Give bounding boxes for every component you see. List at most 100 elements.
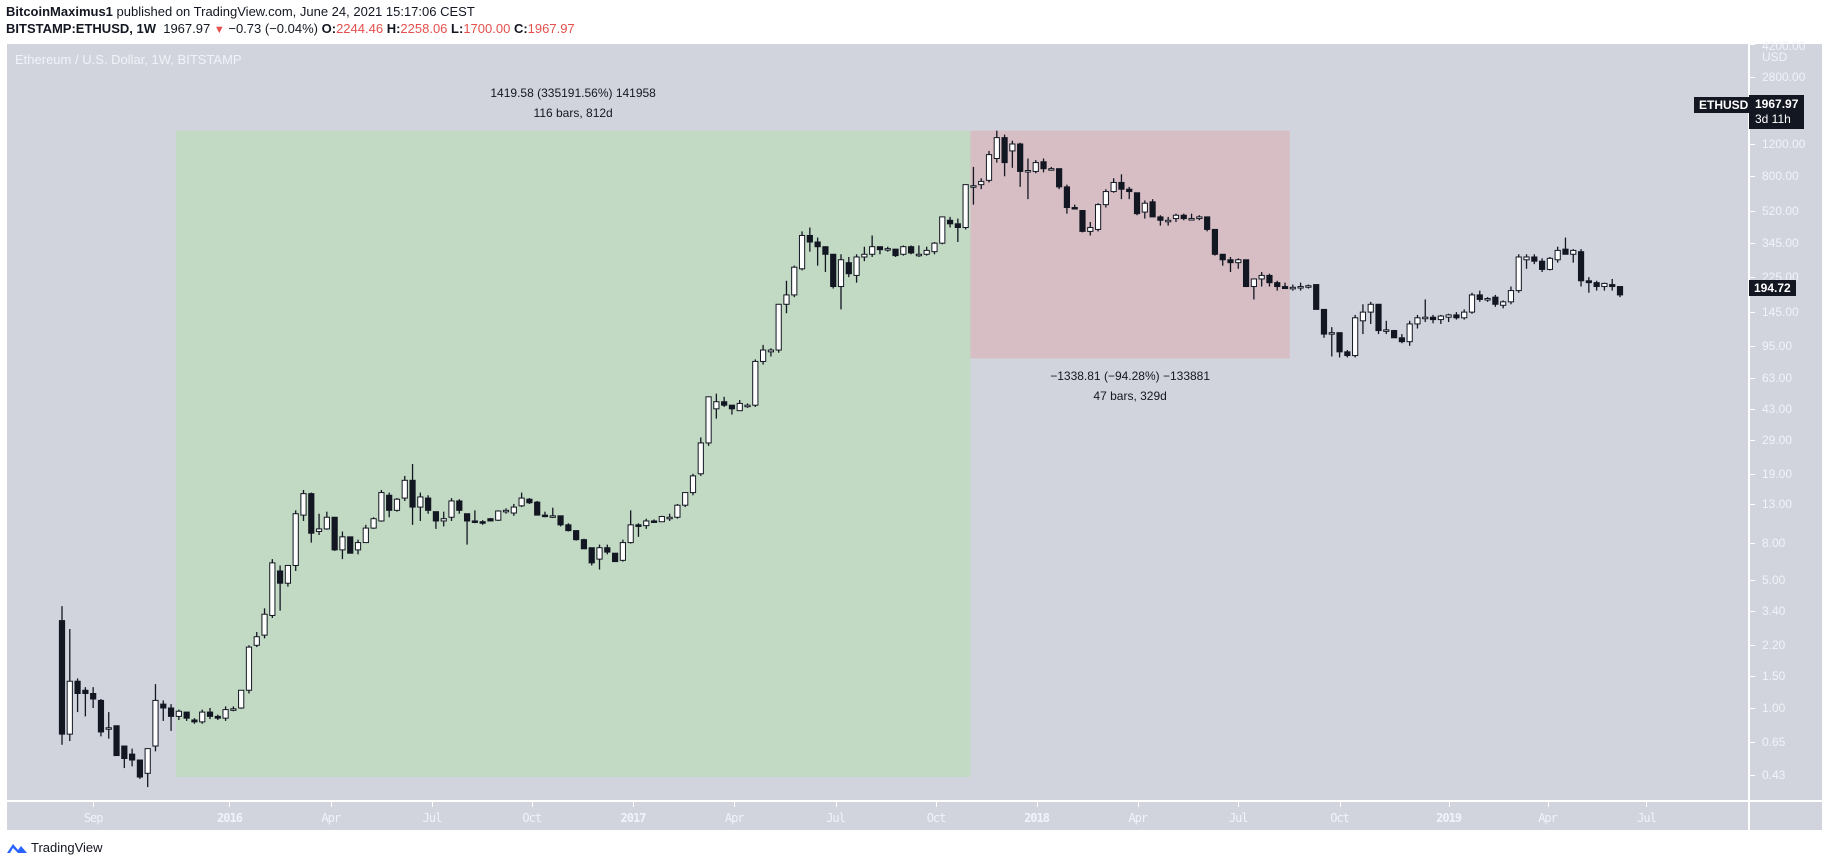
candle-body-down — [1040, 161, 1047, 170]
candle-body-up — [1094, 204, 1102, 230]
candle-body-down — [1157, 216, 1164, 221]
high-label: H: — [386, 21, 401, 36]
candle-body-up — [783, 294, 790, 305]
candle-body-up — [1461, 311, 1468, 319]
candle-body-up — [1250, 278, 1257, 288]
candle-body-down — [1281, 286, 1289, 290]
candle-body-down — [58, 620, 66, 735]
time-tick-label: Apr — [1128, 811, 1148, 825]
candle-body-up — [643, 520, 650, 527]
candle-body-up — [230, 708, 237, 711]
candle-body-up — [370, 518, 377, 529]
last-price-badge: 1967.97 3d 11h — [1749, 94, 1805, 129]
candle-body-down — [386, 494, 393, 511]
candle-body-down — [557, 515, 564, 526]
price-axis[interactable]: 4200.00 2800.00 1200.00 800.00 520.00 345.00 2… — [1749, 39, 1822, 800]
time-tick-label: 2018 — [1024, 811, 1050, 825]
candle-body-up — [985, 154, 993, 181]
candle-body-down — [74, 680, 81, 694]
candle-body-up — [222, 709, 229, 719]
candle-body-up — [1570, 249, 1577, 255]
candle-body-up — [915, 253, 922, 257]
candle-body-down — [456, 500, 463, 511]
candle-body-down — [806, 234, 813, 243]
candle-body-down — [308, 493, 315, 534]
published-text: published on TradingView.com, June 24, 2… — [116, 4, 475, 19]
candle-body-up — [378, 492, 385, 522]
candle-body-up — [502, 509, 510, 513]
up-range-change: 1419.58 (335191.56%) 141958 — [490, 85, 656, 100]
candle-body-up — [1554, 249, 1561, 261]
price-tick-label: 345.00 — [1762, 236, 1799, 251]
price-tick-label: 1.50 — [1762, 668, 1786, 683]
candle-body-down — [1071, 207, 1078, 210]
chart-pane[interactable]: Ethereum / U.S. Dollar, 1W, BITSTAMP 141… — [7, 44, 1748, 800]
candle-body-up — [1515, 256, 1522, 292]
candle-body-down — [721, 401, 728, 406]
candle-body-up — [1305, 285, 1312, 288]
time-tick-mark — [531, 802, 533, 807]
price-tick-label: 19.00 — [1762, 466, 1793, 481]
candle-body-up — [549, 515, 556, 518]
candle-body-up — [362, 527, 369, 544]
time-tick-label: Apr — [321, 811, 341, 825]
close-value: 1967.97 — [527, 21, 575, 36]
price-tick-label: 63.00 — [1762, 371, 1793, 386]
candle-body-up — [791, 266, 798, 296]
time-tick-mark — [432, 802, 434, 807]
candle-body-down — [129, 753, 136, 761]
candle-body-down — [611, 552, 619, 563]
candle-body-down — [892, 248, 899, 257]
price-tick-label: 8.00 — [1762, 535, 1786, 550]
candle-body-down — [1001, 137, 1008, 164]
candle-body-up — [105, 727, 112, 730]
candle-body-down — [1211, 228, 1219, 255]
time-tick-mark — [734, 802, 736, 807]
time-tick-mark — [330, 802, 332, 807]
candle-body-down — [432, 511, 440, 522]
author-name[interactable]: BitcoinMaximus1 — [6, 4, 113, 19]
price-tick-label: 0.43 — [1762, 768, 1786, 783]
candle-body-down — [876, 246, 884, 251]
symbol-interval: BITSTAMP:ETHUSD, 1W — [6, 21, 156, 36]
candle-body-up — [853, 256, 860, 276]
price-tick-label: 5.00 — [1762, 572, 1786, 587]
price-tick-mark — [1750, 76, 1755, 78]
candle-body-down — [82, 689, 89, 694]
candle-body-down — [1476, 294, 1483, 300]
candle-body-down — [650, 520, 658, 523]
time-tick-label: Jul — [1637, 811, 1657, 825]
candle-body-up — [884, 248, 891, 251]
candle-body-up — [152, 699, 159, 747]
candle-body-down — [487, 518, 494, 522]
candle-body-up — [798, 234, 806, 270]
price-tick-label: 4200.00 — [1762, 39, 1806, 53]
candle-body-up — [713, 401, 720, 410]
price-axis-unit: USD — [1762, 50, 1788, 64]
candle-body-up — [705, 396, 712, 444]
chart-title: Ethereum / U.S. Dollar, 1W, BITSTAMP — [15, 52, 242, 67]
candle-body-down — [845, 262, 852, 275]
time-tick-label: 2019 — [1436, 811, 1462, 825]
candle-body-up — [1546, 257, 1553, 270]
price-tick-mark — [1750, 345, 1755, 347]
down-range-measure: −1338.81 (−94.28%) −133881 47 bars, 329d — [1050, 366, 1210, 406]
triangle-down-icon: ▼ — [213, 24, 225, 36]
time-axis[interactable]: Sep 2016 Apr Jul Oct 2017 Apr Jul Oct 2018 Apr Jul O… — [7, 801, 1748, 830]
candle-body-up — [1024, 170, 1032, 173]
price-tick-label: 43.00 — [1762, 401, 1793, 416]
candle-body-up — [199, 711, 206, 723]
price-tick-label: 13.00 — [1762, 496, 1793, 511]
candle-body-down — [565, 524, 572, 532]
price-tick-mark — [1750, 675, 1755, 677]
candle-body-down — [1375, 303, 1382, 332]
candle-body-up — [393, 498, 401, 511]
price-tick-mark — [1750, 742, 1755, 744]
price-tick-mark — [1750, 44, 1755, 46]
last-price: 1967.97 — [163, 21, 211, 36]
tradingview-footer[interactable]: TradingView — [6, 840, 103, 855]
candle-body-up — [1289, 286, 1296, 290]
candle-body-up — [66, 680, 73, 735]
candle-body-up — [269, 562, 276, 616]
candle-body-down — [1593, 282, 1600, 288]
